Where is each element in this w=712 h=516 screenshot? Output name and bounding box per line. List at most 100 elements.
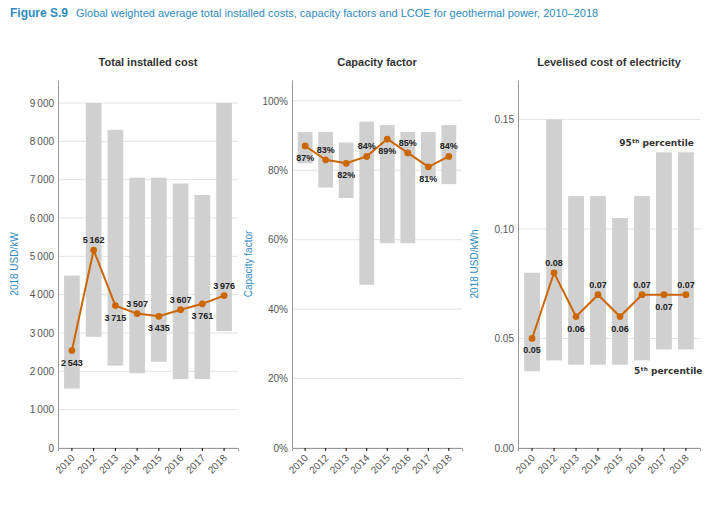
marker [425, 163, 432, 170]
y-tick: 80% [268, 165, 292, 176]
x-tick: 2010 [53, 448, 77, 476]
data-label: 3 976 [213, 281, 235, 291]
x-tick: 2017 [184, 448, 208, 476]
x-tick: 2018 [430, 448, 454, 476]
range-bar [64, 276, 80, 389]
grid-line [58, 141, 238, 142]
x-axis: 20102012201320142015201620172018 [287, 448, 463, 476]
data-label: 0.05 [523, 345, 541, 355]
y-tick: 5 000 [30, 251, 58, 262]
x-tick-label: 2017 [645, 452, 669, 476]
grid-line [292, 378, 462, 379]
range-bar [108, 130, 124, 366]
range-bar [195, 195, 211, 379]
x-tick-label: 2013 [328, 452, 352, 476]
x-tick: 2016 [162, 448, 186, 476]
x-tick-label: 2010 [287, 452, 311, 476]
x-tick: 2016 [623, 448, 647, 476]
data-label: 0.08 [545, 258, 563, 268]
grid-line [292, 239, 462, 240]
y-tick: 0.00 [495, 443, 518, 454]
x-tick-label: 2015 [140, 452, 164, 476]
x-tick: 2013 [97, 448, 121, 476]
marker [221, 292, 228, 299]
data-label: 84% [440, 141, 458, 151]
x-tick-label: 2016 [389, 452, 413, 476]
grid-line [518, 338, 700, 339]
x-tick: 2012 [307, 448, 331, 476]
marks [298, 122, 457, 285]
data-label: 2 543 [61, 358, 83, 368]
x-tick-label: 2016 [623, 452, 647, 476]
data-labels: 0.050.080.060.070.060.070.070.07 [523, 258, 694, 356]
y-tick-label: 20% [268, 373, 288, 384]
x-tick-mark [532, 448, 533, 451]
x-tick-label: 2014 [119, 452, 143, 476]
y-axis-title: 2018 USD/kWh [469, 230, 480, 299]
grid-line [518, 119, 700, 120]
y-tick-label: 0.00 [495, 443, 515, 454]
x-tick-mark [448, 448, 449, 451]
data-label: 0.07 [677, 280, 695, 290]
x-tick: 2018 [667, 448, 691, 476]
data-label: 3 435 [148, 323, 170, 333]
range-bar [678, 152, 694, 349]
x-tick: 2014 [579, 448, 603, 476]
x-tick-mark [685, 448, 686, 451]
y-tick-label: 3 000 [30, 328, 55, 339]
grid [292, 101, 462, 448]
range-bar [151, 178, 167, 362]
x-tick-label: 2013 [557, 452, 581, 476]
data-label: 3 761 [191, 311, 213, 321]
y-tick-label: 80% [268, 165, 288, 176]
data-label: 3 507 [126, 299, 148, 309]
marker [343, 160, 350, 167]
x-tick-mark [407, 448, 408, 451]
marker [617, 313, 624, 320]
x-tick-label: 2015 [601, 452, 625, 476]
y-tick-label: 2 000 [30, 366, 55, 377]
data-label: 85% [399, 138, 417, 148]
range-bar [129, 178, 145, 374]
y-tick: 2 000 [30, 366, 58, 377]
data-label: 3 715 [104, 313, 126, 323]
x-tick: 2010 [514, 448, 538, 476]
chart-root: Figure S.9Global weighted average total … [0, 0, 712, 516]
x-axis-line [293, 449, 463, 452]
annotation: 5ᵗʰ percentile [634, 366, 702, 376]
data-label: 87% [296, 153, 314, 163]
y-tick: 0.05 [495, 333, 518, 344]
chart-title: Capacity factor [337, 56, 417, 68]
y-axis: 0.00 0.05 0.10 0.15 [495, 81, 519, 454]
line [532, 273, 686, 339]
marks [64, 103, 232, 389]
x-tick-mark [325, 448, 326, 451]
x-tick-mark [598, 448, 599, 451]
x-tick-mark [93, 448, 94, 451]
x-tick-label: 2010 [514, 452, 538, 476]
y-tick: 0.15 [495, 114, 518, 125]
x-tick: 2012 [535, 448, 559, 476]
y-tick: 7 000 [30, 174, 58, 185]
y-tick-label: 0% [274, 443, 289, 454]
marker [199, 300, 206, 307]
range-bar [590, 196, 606, 365]
grid-line [58, 179, 238, 180]
range-bar [634, 196, 650, 360]
x-tick-mark [576, 448, 577, 451]
x-tick-mark [158, 448, 159, 451]
y-tick-label: 0.10 [495, 224, 515, 235]
line [72, 250, 224, 350]
y-tick-label: 5 000 [30, 251, 55, 262]
marker [112, 302, 119, 309]
chart-title: Total installed cost [99, 56, 198, 68]
x-tick: 2014 [119, 448, 143, 476]
y-tick: 0.10 [495, 224, 518, 235]
y-tick-label: 40% [268, 304, 288, 315]
data-label: 81% [419, 174, 437, 184]
x-tick-label: 2015 [369, 452, 393, 476]
marker [551, 269, 558, 276]
x-tick: 2015 [140, 448, 164, 476]
x-tick-mark [554, 448, 555, 451]
marker [683, 291, 690, 298]
